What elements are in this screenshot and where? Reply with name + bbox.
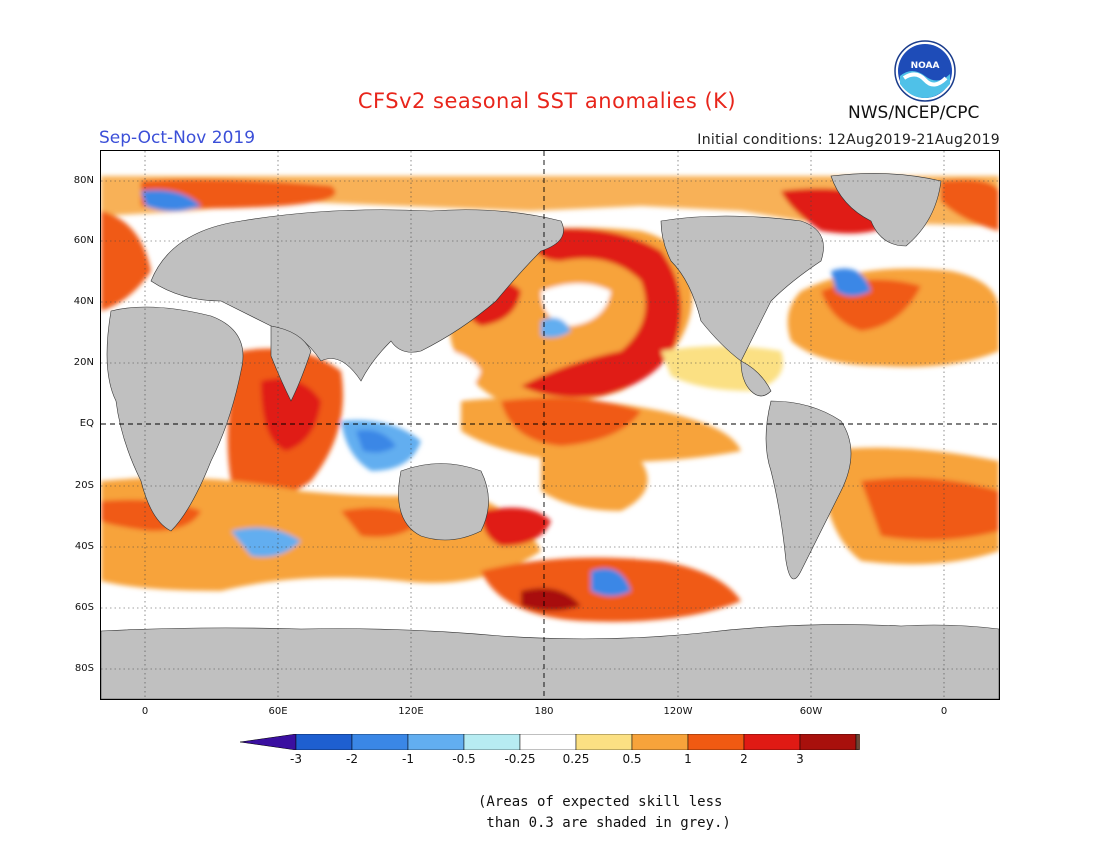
lon-label: 60W — [799, 706, 823, 717]
colorbar — [240, 734, 860, 750]
lon-label: 0 — [940, 706, 948, 717]
lon-label: 120E — [398, 706, 424, 717]
colorbar-cell — [295, 734, 353, 750]
lat-label: 20N — [73, 357, 94, 368]
map-title: CFSv2 seasonal SST anomalies (K) — [357, 89, 737, 113]
noaa-logo: NOAA — [894, 40, 956, 102]
colorbar-cell — [463, 734, 521, 750]
sst-anomaly-map — [100, 150, 1000, 700]
colorbar-tick-label: 3 — [796, 752, 804, 766]
colorbar-tick-label: 0.25 — [562, 752, 590, 766]
colorbar-cell — [743, 734, 801, 750]
lon-label: 0 — [141, 706, 149, 717]
lat-label: EQ — [79, 418, 94, 429]
colorbar-cell — [407, 734, 465, 750]
lat-label: 40S — [74, 541, 94, 552]
colorbar-cell — [799, 734, 857, 750]
colorbar-cell — [575, 734, 633, 750]
initial-conditions-label: Initial conditions: 12Aug2019-21Aug2019 — [697, 132, 1000, 148]
lat-label: 80N — [73, 175, 94, 186]
lat-label: 80S — [74, 663, 94, 674]
colorbar-arrow-high — [855, 734, 860, 750]
skill-note: (Areas of expected skill less than 0.3 a… — [478, 794, 731, 831]
colorbar-tick-label: -3 — [290, 752, 302, 766]
lat-label: 60N — [73, 235, 94, 246]
lon-label: 60E — [268, 706, 288, 717]
land-masses — [101, 173, 999, 699]
lat-label: 60S — [74, 602, 94, 613]
colorbar-cell — [631, 734, 689, 750]
lat-label: 40N — [73, 296, 94, 307]
colorbar-tick-label: -0.25 — [504, 752, 536, 766]
equator-and-dateline — [101, 151, 999, 699]
colorbar-tick-label: 2 — [740, 752, 748, 766]
colorbar-cell — [351, 734, 409, 750]
colorbar-tick-label: -0.5 — [452, 752, 476, 766]
colorbar-cell — [687, 734, 745, 750]
logo-text: NOAA — [911, 61, 940, 71]
lat-label: 20S — [74, 480, 94, 491]
colorbar-tick-label: 0.5 — [622, 752, 642, 766]
graticule — [101, 151, 999, 699]
lon-label: 120W — [663, 706, 693, 717]
lon-label: 180 — [534, 706, 554, 717]
colorbar-arrow-low — [240, 734, 297, 750]
colorbar-tick-label: -2 — [346, 752, 358, 766]
season-label: Sep-Oct-Nov 2019 — [99, 128, 256, 148]
colorbar-tick-label: 1 — [684, 752, 692, 766]
colorbar-tick-label: -1 — [402, 752, 414, 766]
agency-label: NWS/NCEP/CPC — [848, 103, 980, 123]
colorbar-cell — [519, 734, 577, 750]
